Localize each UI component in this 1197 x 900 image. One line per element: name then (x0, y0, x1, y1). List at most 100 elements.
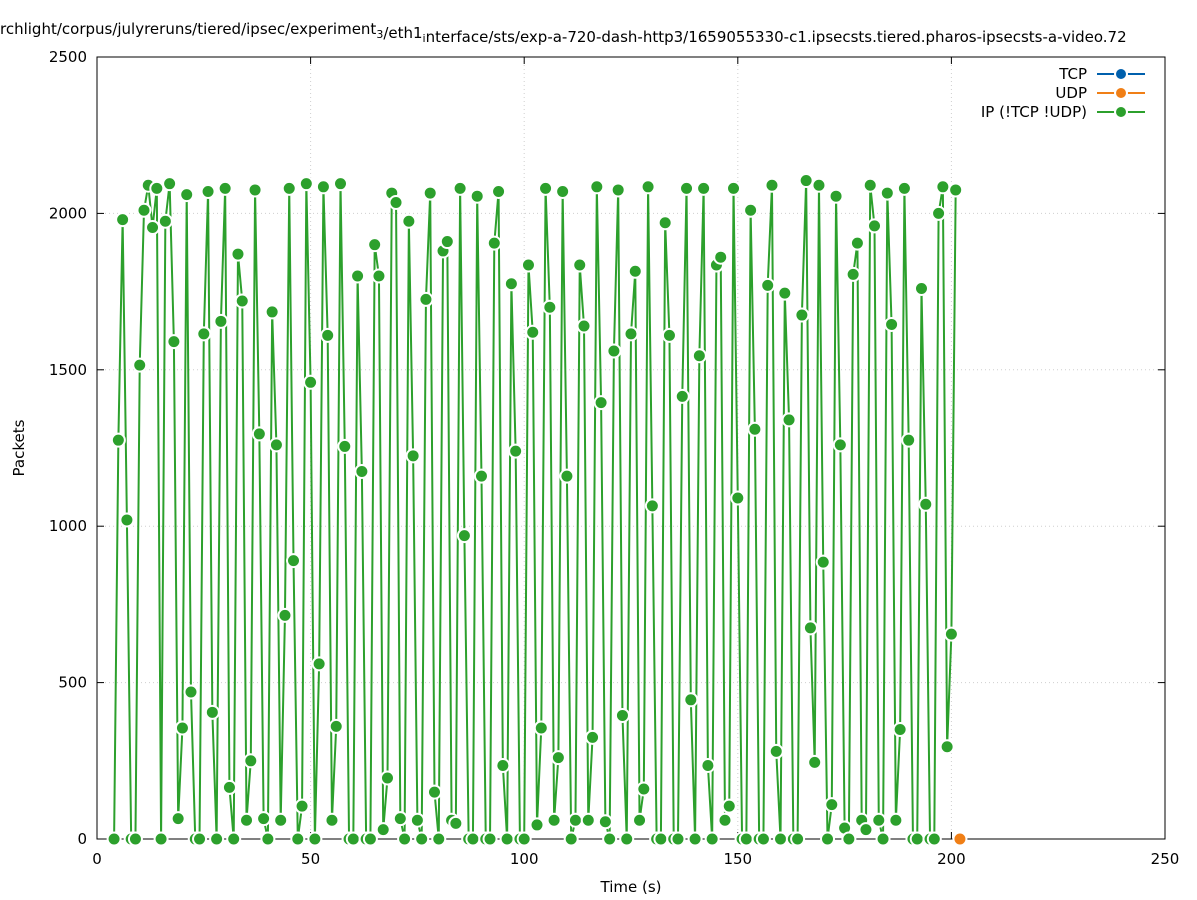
data-point (764, 177, 780, 193)
data-point (845, 266, 861, 282)
data-point (230, 246, 246, 262)
title-text-mid: /eth1 (383, 24, 422, 42)
data-point (392, 811, 408, 827)
data-point (508, 443, 524, 459)
data-point (362, 831, 378, 847)
data-point (619, 831, 635, 847)
data-point (743, 202, 759, 218)
data-point (585, 729, 601, 745)
x-tick-label: 150 (723, 850, 752, 868)
data-point (465, 831, 481, 847)
data-point (691, 348, 707, 364)
data-point (196, 326, 212, 342)
data-point (884, 316, 900, 332)
data-point (127, 831, 143, 847)
y-tick-label: 0 (77, 830, 87, 848)
data-point (115, 212, 131, 228)
data-point (106, 831, 122, 847)
x-tick-label: 100 (510, 850, 539, 868)
data-point (166, 334, 182, 350)
data-point (926, 831, 942, 847)
y-tick-label: 1000 (49, 517, 87, 535)
data-point (828, 188, 844, 204)
data-point (820, 831, 836, 847)
data-point (841, 831, 857, 847)
data-point (794, 307, 810, 323)
data-point (303, 374, 319, 390)
data-point (533, 720, 549, 736)
data-point (499, 831, 515, 847)
data-point (614, 707, 630, 723)
data-point (892, 722, 908, 738)
data-point (726, 180, 742, 196)
data-point (268, 437, 284, 453)
x-axis-label: Time (s) (600, 878, 662, 896)
data-point (858, 822, 874, 838)
data-point (755, 831, 771, 847)
data-point (491, 184, 507, 200)
data-point (807, 754, 823, 770)
data-point (456, 528, 472, 544)
data-point (414, 831, 430, 847)
data-point (802, 620, 818, 636)
data-point (610, 182, 626, 198)
data-point (324, 812, 340, 828)
data-point (234, 293, 250, 309)
series-line (113, 179, 957, 840)
data-point (567, 812, 583, 828)
data-point (286, 553, 302, 569)
x-tick-label: 0 (92, 850, 102, 868)
data-point (439, 234, 455, 250)
data-point (239, 812, 255, 828)
data-point (388, 194, 404, 210)
data-point (687, 831, 703, 847)
data-point (294, 798, 310, 814)
data-point (162, 176, 178, 192)
data-point (333, 176, 349, 192)
data-point (426, 784, 442, 800)
data-point (824, 797, 840, 813)
data-point (913, 280, 929, 296)
data-point (589, 179, 605, 195)
data-point (546, 812, 562, 828)
data-point (375, 822, 391, 838)
title-text: rchlight/corpus/julyreruns/tiered/ipsec/… (0, 20, 376, 38)
legend-marker (1114, 67, 1128, 81)
data-point (401, 213, 417, 229)
data-point (811, 177, 827, 193)
data-point (602, 831, 618, 847)
data-point (935, 179, 951, 195)
data-point (781, 412, 797, 428)
y-axis-label: Packets (10, 419, 28, 476)
legend-marker (1114, 105, 1128, 119)
data-point (119, 512, 135, 528)
data-point (572, 257, 588, 273)
x-tick-label: 200 (937, 850, 966, 868)
data-point (871, 812, 887, 828)
data-point (627, 263, 643, 279)
data-point (644, 498, 660, 514)
data-point (243, 753, 259, 769)
data-point (738, 831, 754, 847)
data-point (307, 831, 323, 847)
data-point (576, 318, 592, 334)
data-point (145, 219, 161, 235)
legend-marker (1114, 86, 1128, 100)
data-point (538, 180, 554, 196)
data-point (670, 831, 686, 847)
title-subscript-2: i (423, 32, 426, 45)
data-point (315, 179, 331, 195)
data-point (345, 831, 361, 847)
data-point (149, 180, 165, 196)
data-point (520, 257, 536, 273)
x-axis: 0 50 100 150 200 250 (92, 57, 1179, 868)
data-point (597, 814, 613, 830)
data-point (371, 268, 387, 284)
data-point (849, 235, 865, 251)
data-point (918, 496, 934, 512)
chart-title: rchlight/corpus/julyreruns/tiered/ipsec/… (0, 20, 1127, 46)
data-point (525, 324, 541, 340)
data-point (640, 179, 656, 195)
